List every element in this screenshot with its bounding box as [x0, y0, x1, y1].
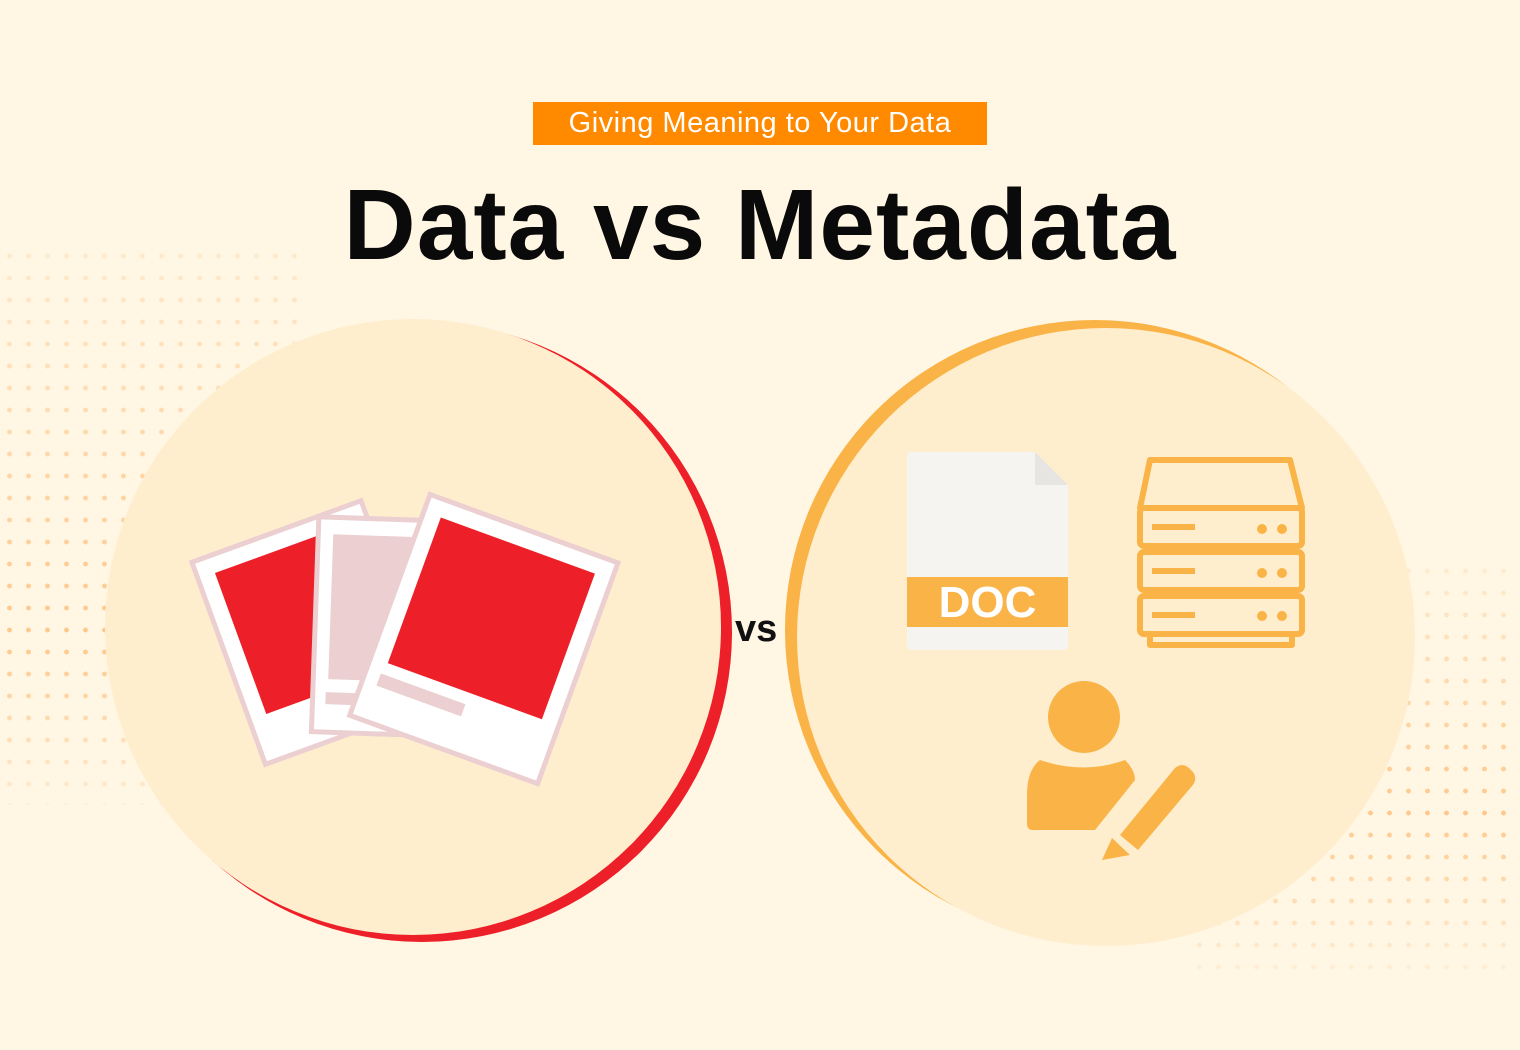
page-title: Data vs Metadata: [343, 169, 1177, 281]
server-icon: [1137, 457, 1305, 648]
doc-label: DOC: [938, 578, 1037, 627]
user-edit-icon: [1027, 681, 1196, 860]
photo-stack-icon: [188, 491, 622, 787]
vs-label: vs: [735, 608, 778, 650]
document-icon: [907, 452, 1068, 650]
server-lights: [1257, 524, 1287, 621]
subtitle-badge: Giving Meaning to Your Data: [533, 102, 987, 145]
